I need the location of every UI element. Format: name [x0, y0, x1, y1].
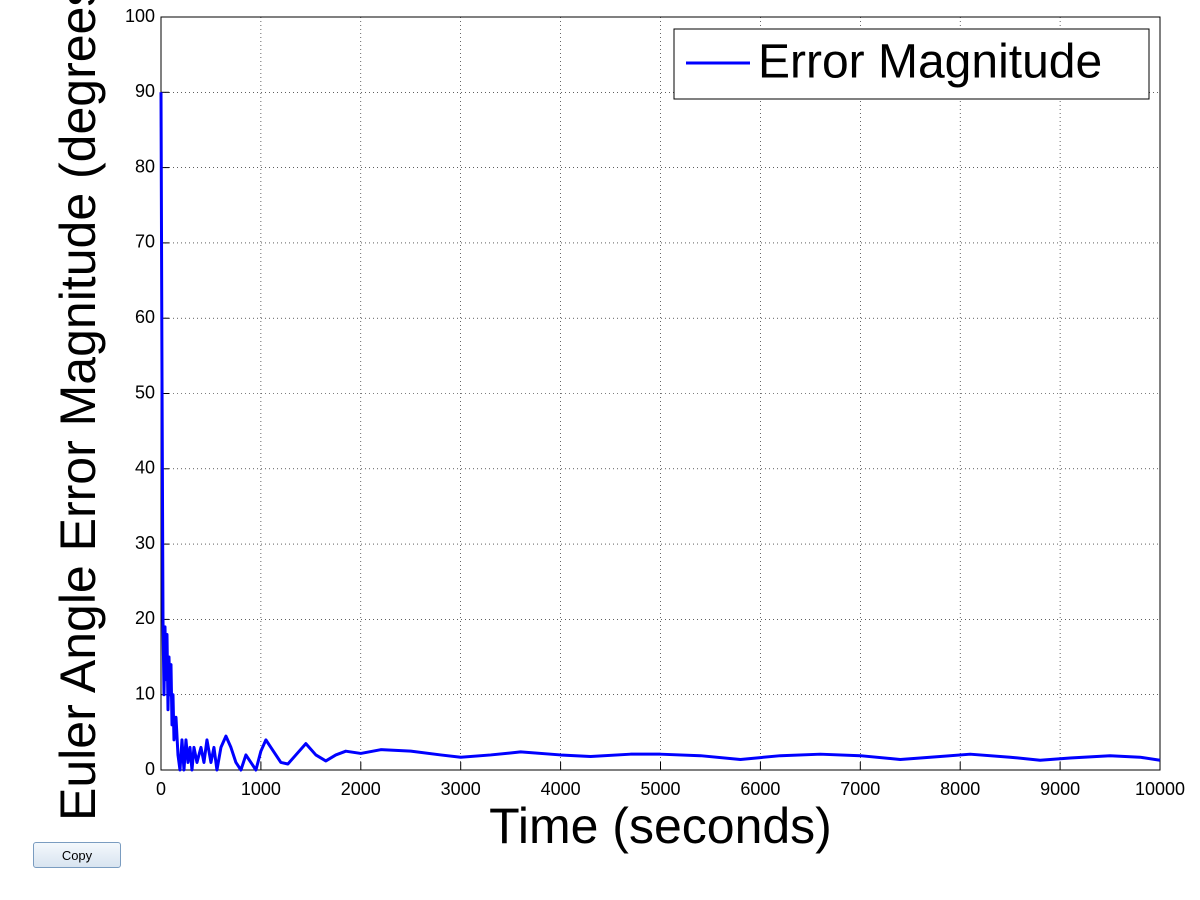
x-axis-label: Time (seconds): [489, 798, 832, 854]
copy-button[interactable]: Copy: [33, 842, 121, 868]
legend-label: Error Magnitude: [758, 36, 1102, 89]
x-tick-label: 6000: [740, 779, 780, 799]
x-tick-label: 2000: [341, 779, 381, 799]
legend-box: [673, 28, 1150, 100]
x-tick-label: 8000: [940, 779, 980, 799]
data-line: [159, 92, 1161, 772]
x-tick-label: 5000: [640, 779, 680, 799]
x-tick-label: 1000: [241, 779, 281, 799]
x-tick-label: 4000: [541, 779, 581, 799]
y-tick-label: 20: [135, 608, 155, 628]
x-tick-label: 10000: [1135, 779, 1185, 799]
y-tick-label: 50: [135, 382, 155, 402]
x-tick-label: 7000: [840, 779, 880, 799]
y-tick-label: 40: [135, 458, 155, 478]
y-tick-label: 100: [125, 6, 155, 26]
y-tick-label: 30: [135, 533, 155, 553]
x-tick-label: 3000: [441, 779, 481, 799]
y-tick-label: 0: [145, 759, 155, 779]
y-tick-label: 60: [135, 307, 155, 327]
y-tick-label: 90: [135, 81, 155, 101]
x-tick-label: 9000: [1040, 779, 1080, 799]
y-tick-label: 10: [135, 683, 155, 703]
y-tick-label: 80: [135, 156, 155, 176]
y-tick-label: 70: [135, 232, 155, 252]
x-tick-label: 0: [156, 779, 166, 799]
y-axis-label: Euler Angle Error Magnitude (degrees): [50, 0, 106, 821]
